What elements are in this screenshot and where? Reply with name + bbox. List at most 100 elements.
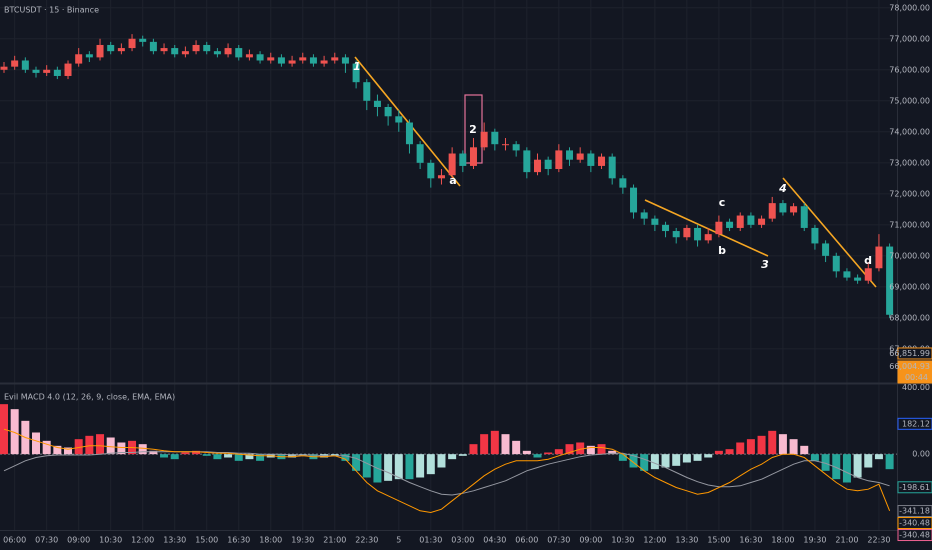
x-tick-label: 15:00 xyxy=(195,536,218,545)
value-tag-label: -340.48 xyxy=(899,519,930,528)
macd-line xyxy=(3,428,891,514)
y-tick-label: 74,000.00 xyxy=(889,127,930,136)
histogram-bar xyxy=(789,439,798,455)
x-tick-label: 5 xyxy=(396,536,401,545)
x-tick-label: 12:00 xyxy=(131,536,154,545)
x-tick-label: 09:00 xyxy=(579,536,602,545)
trend-line xyxy=(782,177,877,288)
candle-body xyxy=(544,159,552,170)
histogram-bar xyxy=(202,454,211,456)
histogram-bar xyxy=(586,445,595,455)
histogram-bar xyxy=(64,447,73,455)
histogram-bar xyxy=(736,442,745,455)
candle-body xyxy=(160,48,168,52)
price-tag-label: 66,004.93 xyxy=(889,362,930,371)
histogram-bar xyxy=(170,454,179,460)
candle-body xyxy=(790,206,798,213)
x-tick-label: 18:00 xyxy=(771,536,794,545)
histogram-bar xyxy=(810,454,819,461)
histogram-bar xyxy=(853,454,862,478)
marks xyxy=(0,34,894,514)
candle-body xyxy=(331,57,339,61)
candle-body xyxy=(608,156,616,179)
histogram-bar xyxy=(885,454,894,470)
candle-body xyxy=(64,63,72,76)
histogram-bar xyxy=(74,439,83,455)
y-tick-label: 75,000.00 xyxy=(889,96,930,105)
candle-body xyxy=(886,246,894,315)
candle-body xyxy=(768,203,776,219)
candle-body xyxy=(448,153,456,176)
candle-body xyxy=(43,69,51,73)
candle-body xyxy=(683,227,691,238)
y-tick-label: 70,000.00 xyxy=(889,251,930,260)
wave-label: 2 xyxy=(469,123,477,136)
y-tick-label: 73,000.00 xyxy=(889,158,930,167)
candle-body xyxy=(245,54,253,58)
candle-body xyxy=(491,131,499,145)
candle-body xyxy=(320,60,328,64)
chart-title: BTCUSDT · 15 · Binance xyxy=(4,6,99,15)
x-tick-label: 15:00 xyxy=(707,536,730,545)
candle-body xyxy=(854,277,862,281)
wave-label: c xyxy=(719,196,726,209)
candle-body xyxy=(384,106,392,117)
candle-body xyxy=(501,144,509,146)
histogram-bar xyxy=(458,454,467,456)
y-tick-label: 69,000.00 xyxy=(889,282,930,291)
histogram-bar xyxy=(544,452,553,455)
y-tick-label: 0.00 xyxy=(912,450,930,459)
value-tag-label: -341.18 xyxy=(899,507,930,516)
wave-label: 1 xyxy=(353,60,361,73)
histogram-bar xyxy=(85,435,94,455)
histogram-bar xyxy=(416,454,425,478)
candle-body xyxy=(576,153,584,160)
candle-body xyxy=(875,246,883,269)
candle-body xyxy=(11,60,19,67)
x-tick-label: 19:30 xyxy=(291,536,314,545)
wave-label: a xyxy=(449,174,456,187)
histogram-bar xyxy=(554,449,563,455)
histogram-bar xyxy=(448,454,457,460)
candle-body xyxy=(256,54,264,61)
candle-body xyxy=(832,255,840,272)
histogram-bar xyxy=(394,454,403,480)
x-tick-label: 13:30 xyxy=(163,536,186,545)
candle-body xyxy=(715,221,723,235)
candle-body xyxy=(640,212,648,219)
histogram-bar xyxy=(874,454,883,460)
histogram-bar xyxy=(138,444,147,455)
candle-body xyxy=(822,243,830,256)
wave-label: 3 xyxy=(761,258,769,271)
histogram-bar xyxy=(234,454,243,461)
histogram-bar xyxy=(533,454,542,458)
candle-body xyxy=(800,206,808,228)
histogram-bar xyxy=(149,450,158,455)
histogram-bar xyxy=(181,452,190,455)
candle-body xyxy=(352,63,360,83)
candle-body xyxy=(619,178,627,188)
candle-body xyxy=(309,57,317,64)
y-tick-label: 77,000.00 xyxy=(889,34,930,43)
histogram-bar xyxy=(864,454,873,468)
y-tick-label: 71,000.00 xyxy=(889,220,930,229)
histogram-bar xyxy=(661,454,670,468)
histogram-bar xyxy=(597,444,606,455)
histogram-bar xyxy=(629,454,638,468)
candle-body xyxy=(843,271,851,278)
x-tick-label: 10:30 xyxy=(99,536,122,545)
candle-body xyxy=(651,218,659,225)
candle-body xyxy=(694,227,702,241)
x-tick-label: 06:00 xyxy=(3,536,26,545)
candle-body xyxy=(192,44,200,52)
candle-body xyxy=(128,38,136,49)
candle-body xyxy=(598,156,606,166)
histogram-bar xyxy=(746,439,755,455)
value-tag xyxy=(897,505,932,518)
value-tag xyxy=(897,517,932,530)
histogram-bar xyxy=(330,454,339,456)
price-tag xyxy=(897,360,932,384)
candle-body xyxy=(747,215,755,225)
